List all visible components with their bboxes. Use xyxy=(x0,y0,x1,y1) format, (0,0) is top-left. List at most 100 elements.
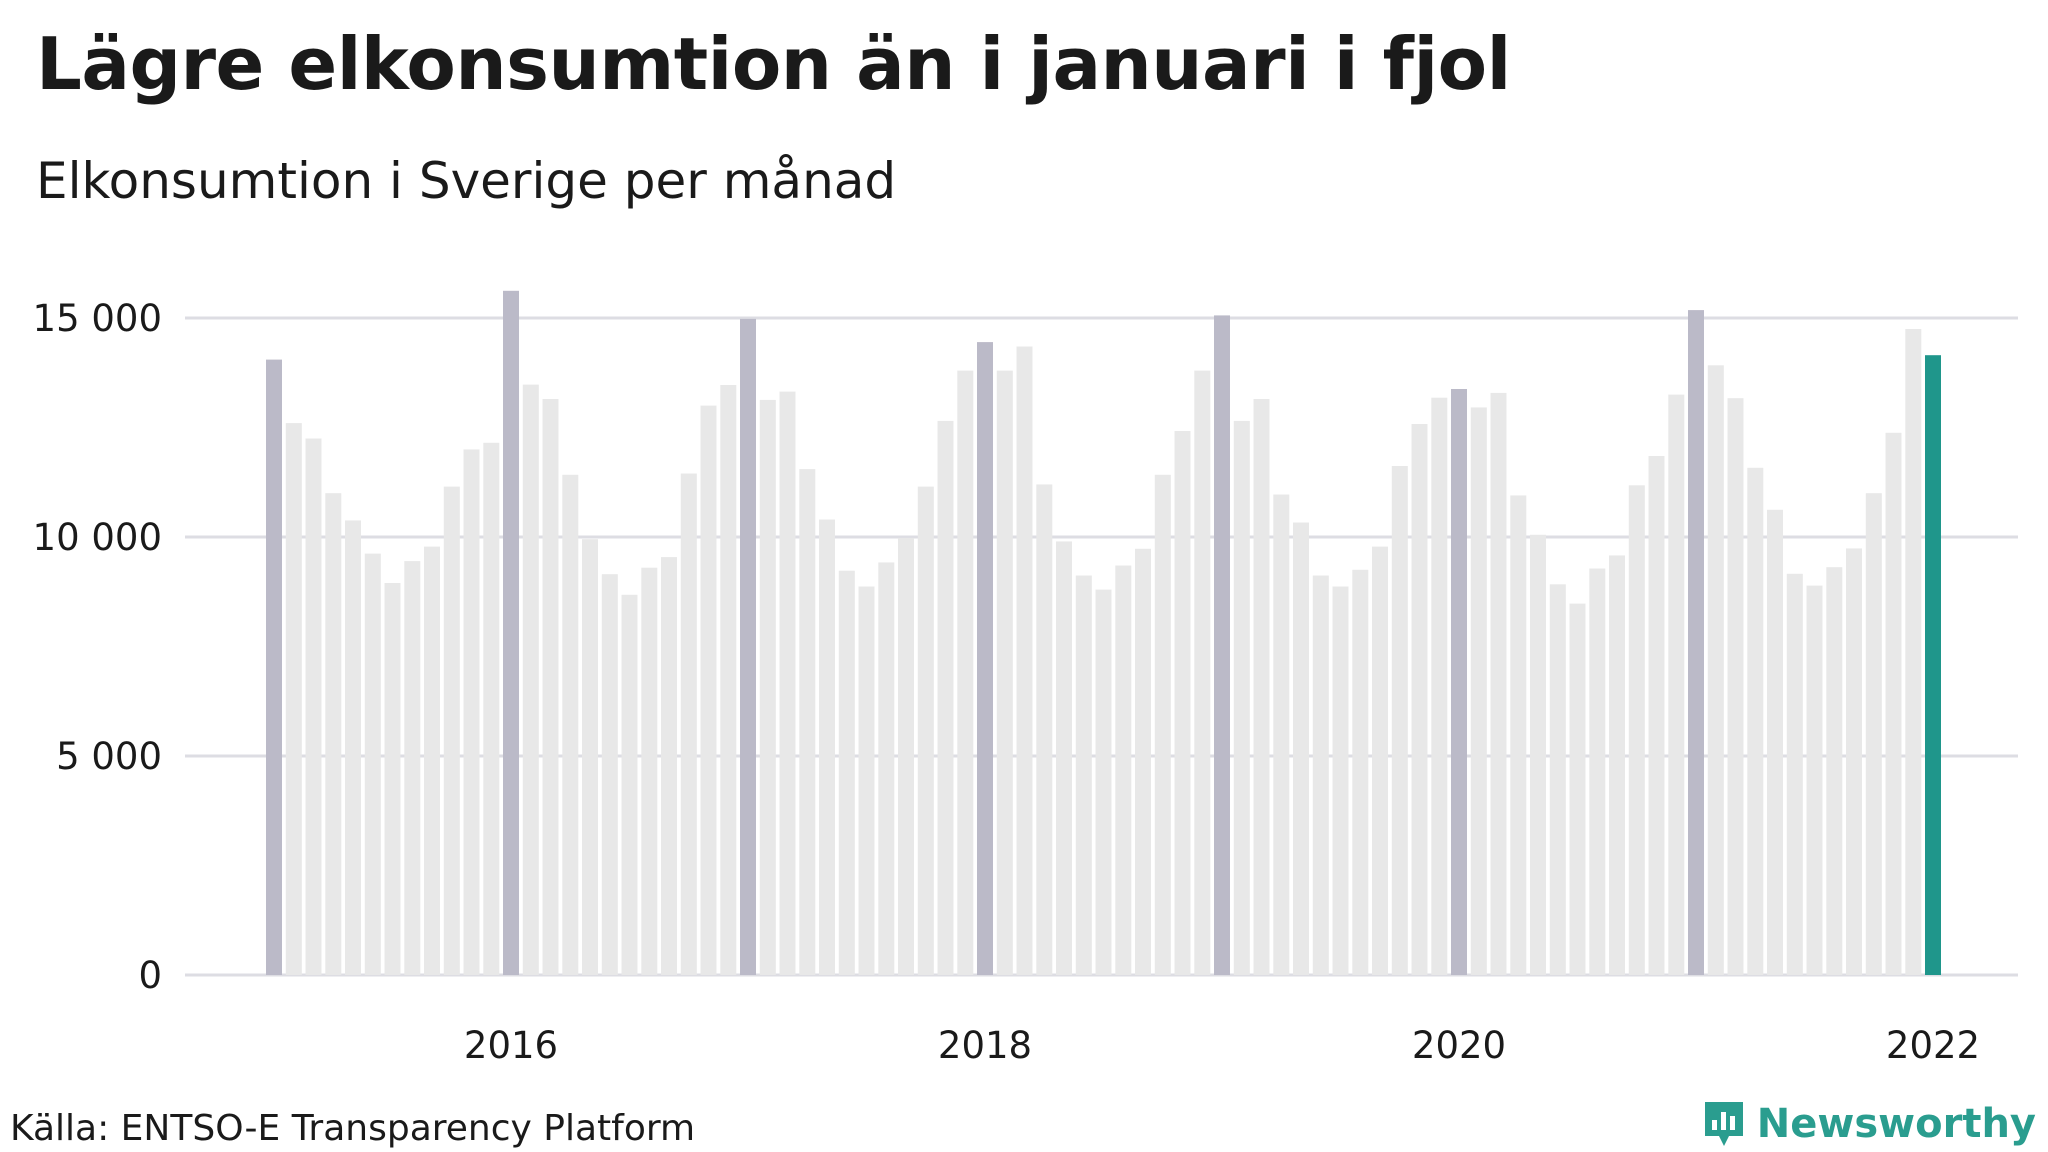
bar-2017-06 xyxy=(838,570,855,975)
bar-2017-07 xyxy=(858,586,875,975)
bar-2020-08 xyxy=(1589,568,1606,975)
brand-logo[interactable]: Newsworthy xyxy=(1701,1098,2036,1150)
bar-2018-07 xyxy=(1095,589,1112,975)
bar-2016-06 xyxy=(601,574,618,975)
x-tick-label: 2016 xyxy=(464,1024,558,1067)
x-tick-label: 2022 xyxy=(1886,1024,1980,1067)
bar-2018-02 xyxy=(996,370,1013,976)
bar-2016-09 xyxy=(661,557,677,975)
bar-2015-09 xyxy=(424,546,440,975)
bar-2016-04 xyxy=(562,474,579,975)
bar-2020-03 xyxy=(1490,392,1507,975)
bar-2020-10 xyxy=(1628,485,1645,975)
bar-2019-05 xyxy=(1293,522,1309,975)
bar-2021-03 xyxy=(1727,398,1744,975)
bar-2020-04 xyxy=(1510,495,1527,975)
bar-2021-01 xyxy=(1688,310,1704,976)
y-tick-label: 0 xyxy=(138,954,162,997)
brand-name: Newsworthy xyxy=(1756,1101,2036,1147)
bar-2015-12 xyxy=(483,442,500,975)
bar-2018-12 xyxy=(1194,370,1211,976)
bar-2015-01 xyxy=(266,359,282,976)
bar-2019-01 xyxy=(1214,315,1230,975)
bar-2015-10 xyxy=(443,486,460,975)
bar-2019-06 xyxy=(1312,575,1329,975)
chart-subtitle: Elkonsumtion i Sverige per månad xyxy=(36,152,897,210)
bar-2021-04 xyxy=(1747,467,1764,975)
bar-2020-09 xyxy=(1609,555,1625,975)
bar-2019-07 xyxy=(1332,586,1349,975)
bar-2020-01 xyxy=(1451,389,1467,975)
bar-2015-06 xyxy=(364,553,381,975)
bar-2021-11 xyxy=(1885,432,1902,975)
bar-2016-08 xyxy=(641,567,658,975)
bar-2022-01 xyxy=(1925,355,1941,975)
newsworthy-logo-icon xyxy=(1704,1102,1743,1146)
bar-2015-07 xyxy=(384,583,401,975)
bar-2021-07 xyxy=(1806,585,1823,975)
bar-2021-06 xyxy=(1786,573,1803,975)
bar-2017-08 xyxy=(878,562,895,975)
bar-2020-11 xyxy=(1648,456,1665,975)
source-note: Källa: ENTSO-E Transparency Platform xyxy=(10,1108,696,1149)
y-tick-label: 5 000 xyxy=(56,735,162,778)
bar-2021-05 xyxy=(1767,509,1783,975)
bar-2020-07 xyxy=(1569,603,1586,975)
bar-2019-10 xyxy=(1391,466,1408,975)
bar-2015-02 xyxy=(285,423,302,976)
bar-2015-11 xyxy=(463,449,480,975)
y-axis-ticks: 0 5 000 10 000 15 000 xyxy=(33,297,162,997)
bar-2019-04 xyxy=(1273,494,1290,975)
bar-2015-04 xyxy=(325,493,342,975)
bar-2018-03 xyxy=(1016,346,1033,975)
bar-2018-08 xyxy=(1115,565,1132,975)
bar-2018-05 xyxy=(1056,541,1072,975)
bar-2017-09 xyxy=(898,537,914,975)
bar-2021-09 xyxy=(1846,548,1862,975)
bar-2018-06 xyxy=(1075,575,1092,975)
bar-2018-11 xyxy=(1174,431,1191,975)
bar-2015-08 xyxy=(404,561,421,975)
bar-2017-12 xyxy=(957,370,974,976)
bar-2019-11 xyxy=(1411,424,1428,975)
bar-2016-10 xyxy=(680,473,697,975)
bar-2019-08 xyxy=(1352,569,1369,975)
bar-2020-05 xyxy=(1530,534,1546,975)
bar-2020-02 xyxy=(1470,407,1487,975)
bar-2020-06 xyxy=(1549,584,1566,975)
bar-2018-01 xyxy=(977,342,993,976)
bar-2021-02 xyxy=(1707,365,1724,975)
chart-title: Lägre elkonsumtion än i januari i fjol xyxy=(36,22,1511,106)
bar-2016-01 xyxy=(503,290,519,975)
bar-2017-10 xyxy=(917,486,934,975)
bar-2015-05 xyxy=(345,520,361,975)
bar-2018-10 xyxy=(1154,474,1171,975)
bars xyxy=(266,290,1941,976)
y-tick-label: 10 000 xyxy=(33,516,162,559)
bar-2016-12 xyxy=(720,385,737,975)
bar-2021-12 xyxy=(1905,329,1922,975)
bar-2017-11 xyxy=(937,420,954,975)
bar-2019-12 xyxy=(1431,397,1448,975)
bar-2019-09 xyxy=(1372,546,1388,975)
bar-2020-12 xyxy=(1668,394,1685,976)
bar-2016-05 xyxy=(582,539,598,975)
bar-2016-11 xyxy=(700,405,717,976)
bar-2018-09 xyxy=(1135,548,1151,975)
bar-2017-02 xyxy=(759,399,776,975)
bar-2019-02 xyxy=(1233,420,1250,975)
bar-2017-03 xyxy=(779,391,796,976)
bar-2019-03 xyxy=(1253,399,1270,975)
bar-2015-03 xyxy=(305,438,322,975)
bar-2017-04 xyxy=(799,469,816,975)
bar-2021-10 xyxy=(1865,493,1882,975)
bar-2016-02 xyxy=(522,384,539,976)
bar-2017-05 xyxy=(819,519,835,975)
x-tick-label: 2018 xyxy=(938,1024,1032,1067)
y-tick-label: 15 000 xyxy=(33,297,162,340)
bar-2016-03 xyxy=(542,399,559,975)
bar-2021-08 xyxy=(1826,567,1843,975)
bar-2017-01 xyxy=(740,318,756,975)
bar-2018-04 xyxy=(1036,484,1053,975)
